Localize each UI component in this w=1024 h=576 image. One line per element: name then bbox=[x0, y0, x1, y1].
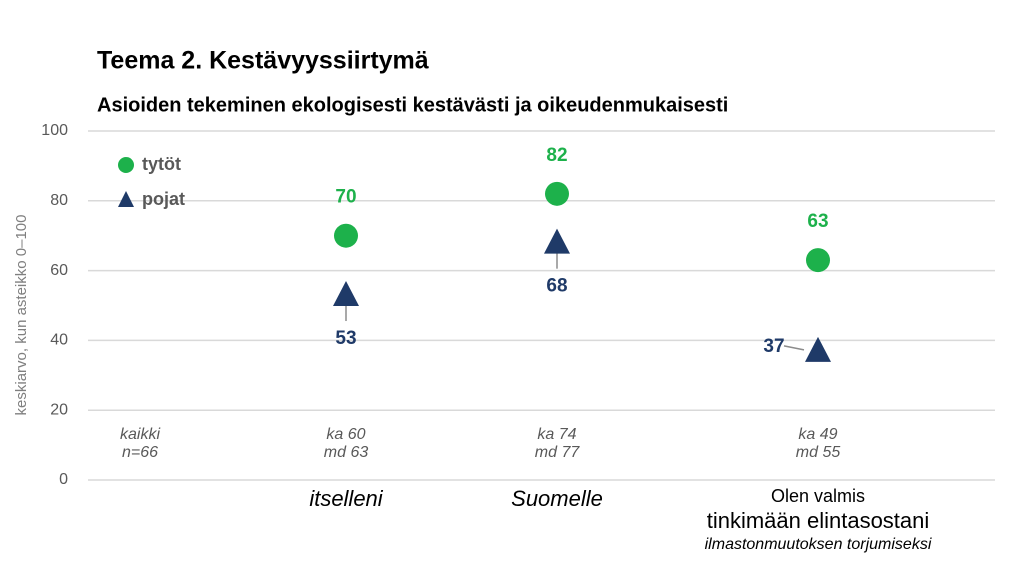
data-point bbox=[806, 248, 830, 273]
legend-label: tytöt bbox=[142, 154, 181, 174]
data-point bbox=[334, 223, 358, 248]
legend-marker bbox=[118, 157, 134, 173]
x-tick-label: ilmastonmuutoksen torjumiseksi bbox=[705, 536, 932, 553]
annotation: md 77 bbox=[535, 444, 581, 461]
data-label: 70 bbox=[335, 187, 356, 208]
legend-marker bbox=[118, 191, 134, 207]
annotation: kaikki bbox=[120, 426, 160, 443]
x-tick-label: tinkimään elintasostani bbox=[707, 508, 930, 533]
y-tick-label: 0 bbox=[59, 471, 68, 488]
annotation: n=66 bbox=[122, 444, 158, 461]
annotation: md 55 bbox=[796, 444, 841, 461]
y-tick-label: 20 bbox=[50, 401, 68, 418]
y-tick-label: 60 bbox=[50, 262, 68, 279]
x-tick-label: itselleni bbox=[309, 486, 383, 511]
data-point bbox=[333, 281, 359, 307]
chart-subtitle: Asioiden tekeminen ekologisesti kestäväs… bbox=[97, 94, 728, 116]
y-tick-label: 100 bbox=[41, 122, 68, 139]
data-label: 63 bbox=[807, 211, 828, 232]
data-point bbox=[544, 228, 570, 254]
data-label: 68 bbox=[546, 276, 567, 297]
annotation: ka 60 bbox=[326, 426, 365, 443]
chart-title: Teema 2. Kestävyyssiirtymä bbox=[97, 47, 429, 75]
data-point bbox=[805, 336, 831, 362]
y-tick-label: 80 bbox=[50, 192, 68, 209]
x-tick-label: Suomelle bbox=[511, 486, 603, 511]
legend-label: pojat bbox=[142, 189, 185, 209]
annotation: ka 49 bbox=[798, 426, 837, 443]
data-label: 53 bbox=[335, 328, 356, 349]
annotation: md 63 bbox=[324, 444, 369, 461]
data-point bbox=[545, 181, 569, 206]
y-tick-label: 40 bbox=[50, 332, 68, 349]
x-tick-label: Olen valmis bbox=[771, 486, 865, 506]
leader-line bbox=[783, 345, 805, 351]
data-label: 82 bbox=[546, 145, 567, 166]
data-label: 37 bbox=[763, 336, 784, 357]
annotation: ka 74 bbox=[537, 426, 576, 443]
y-axis-label: keskiarvo, kun asteikko 0–100 bbox=[13, 215, 30, 416]
